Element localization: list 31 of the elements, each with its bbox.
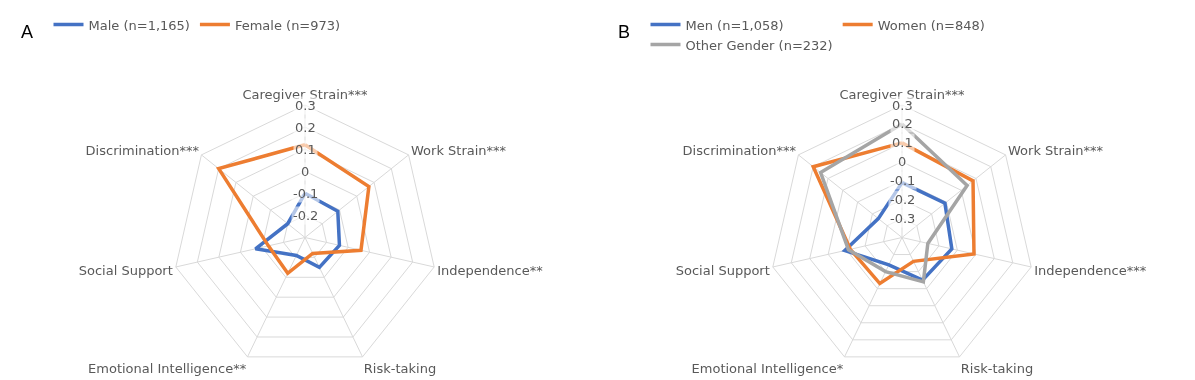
spoke-label: Work Strain*** [411, 142, 507, 158]
spoke-label: Social Support [78, 263, 173, 278]
spoke-label: Risk-taking [960, 361, 1034, 377]
spoke-label: Work Strain*** [1008, 142, 1104, 158]
legend-label: Female (n=973) [234, 17, 341, 33]
y-tick-label: 0.1 [892, 135, 913, 150]
y-tick-label: 0 [898, 154, 907, 169]
spoke-label: Risk-taking [363, 361, 437, 377]
spoke-label: Social Support [675, 263, 770, 278]
spoke-label: Independence** [437, 263, 544, 278]
y-tick-label: -0.2 [293, 208, 319, 223]
y-tick-label: 0.3 [892, 98, 913, 113]
spoke-label: Emotional Intelligence* [691, 361, 844, 377]
legend-label: Male (n=1,165) [88, 17, 190, 33]
spoke-label: Independence*** [1034, 263, 1147, 278]
legend-label: Men (n=1,058) [685, 17, 784, 33]
y-tick-label: 0 [301, 164, 310, 179]
spoke-label: Discrimination*** [85, 142, 200, 158]
y-tick-label: -0.1 [890, 173, 916, 188]
y-tick-label: -0.2 [890, 192, 916, 207]
legend-label: Other Gender (n=232) [685, 37, 833, 53]
spoke-label: Discrimination*** [682, 142, 797, 158]
y-tick-label: -0.3 [890, 211, 916, 226]
legend-label: Women (n=848) [877, 17, 985, 33]
y-tick-label: 0.1 [295, 142, 316, 157]
y-tick-label: 0.2 [892, 116, 913, 131]
y-tick-label: 0.3 [295, 98, 316, 113]
y-tick-label: 0.2 [295, 120, 316, 135]
spoke-label: Emotional Intelligence** [88, 361, 247, 377]
chart-title: A [21, 22, 34, 42]
chart-title: B [618, 22, 631, 42]
